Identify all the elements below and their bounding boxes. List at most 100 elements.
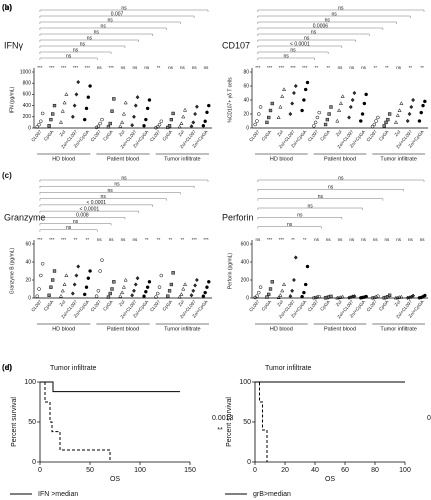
y-tick-label: 1000 bbox=[20, 69, 31, 75]
significance: ns bbox=[168, 65, 174, 70]
significance: *** bbox=[49, 237, 55, 242]
comparison-bracket bbox=[39, 45, 126, 48]
x-tick-label: Zol bbox=[177, 299, 185, 307]
data-point bbox=[130, 293, 135, 298]
data-point bbox=[52, 269, 57, 273]
data-point bbox=[372, 122, 377, 127]
data-point bbox=[352, 294, 357, 299]
significance: ns bbox=[109, 237, 115, 242]
survival-curve bbox=[40, 381, 111, 462]
significance: ns bbox=[121, 65, 127, 70]
comparison-bracket bbox=[39, 185, 195, 189]
data-point bbox=[189, 293, 194, 298]
comparison-label: ns bbox=[73, 47, 79, 53]
comparison-label: 0.0006 bbox=[313, 23, 329, 29]
comparison-bracket bbox=[257, 9, 425, 12]
data-point bbox=[84, 106, 89, 111]
data-point bbox=[399, 294, 404, 299]
data-point bbox=[335, 118, 340, 123]
data-point bbox=[407, 111, 412, 117]
y-tick-label: 40 bbox=[243, 97, 249, 103]
data-point bbox=[135, 95, 140, 100]
x-tick-label: Zol bbox=[118, 299, 126, 307]
comparison-bracket bbox=[257, 15, 411, 18]
data-point bbox=[370, 124, 375, 129]
data-point bbox=[315, 115, 320, 120]
legend-label: grB>median bbox=[253, 491, 291, 498]
data-point bbox=[270, 280, 274, 284]
significance: ns bbox=[396, 237, 402, 242]
y-tick-label: 60 bbox=[25, 241, 31, 247]
data-point bbox=[100, 117, 104, 122]
data-point bbox=[278, 104, 283, 109]
data-point bbox=[96, 289, 101, 293]
significance: ** bbox=[409, 65, 413, 70]
comparison-bracket bbox=[39, 57, 98, 60]
comparison-label: ns bbox=[101, 194, 107, 200]
x-tick-label: CL097 bbox=[30, 299, 43, 313]
significance: ns bbox=[314, 237, 320, 242]
data-point bbox=[397, 108, 402, 112]
survival-curve bbox=[40, 381, 180, 393]
comparison-bracket bbox=[257, 207, 363, 210]
legend-label: IFN >median bbox=[38, 491, 78, 498]
group-label: Tumor infiltrate bbox=[164, 326, 200, 332]
comparison-bracket bbox=[39, 39, 140, 42]
data-point bbox=[166, 125, 170, 130]
data-point bbox=[70, 291, 75, 296]
data-point bbox=[417, 119, 422, 123]
data-point bbox=[94, 125, 99, 130]
data-point bbox=[62, 282, 67, 286]
comparison-label: ns bbox=[328, 185, 334, 191]
data-point bbox=[255, 119, 259, 123]
data-point bbox=[317, 110, 321, 115]
data-point bbox=[399, 101, 404, 105]
data-point bbox=[300, 294, 304, 299]
significance: ** bbox=[217, 427, 223, 434]
data-point bbox=[421, 103, 425, 108]
significance: *** bbox=[49, 65, 55, 70]
comparison-bracket bbox=[257, 33, 370, 36]
comparison-label: ns bbox=[66, 225, 72, 231]
data-point bbox=[167, 289, 172, 293]
comparison-bracket bbox=[39, 21, 181, 24]
data-point bbox=[121, 111, 126, 116]
significance: *** bbox=[109, 65, 115, 70]
data-point bbox=[257, 290, 261, 295]
data-point bbox=[154, 125, 158, 130]
data-point bbox=[110, 109, 114, 113]
data-point bbox=[169, 117, 174, 122]
data-point bbox=[337, 108, 342, 112]
data-point bbox=[47, 124, 51, 128]
x-tick-label: CpGA bbox=[43, 299, 55, 312]
significance: ns bbox=[349, 237, 355, 242]
data-point bbox=[96, 124, 101, 129]
comparison-label: ns bbox=[284, 53, 290, 59]
comparison-bracket bbox=[39, 192, 181, 195]
significance: ** bbox=[327, 65, 331, 70]
x-tick-label: CpGA bbox=[161, 299, 173, 312]
data-point bbox=[393, 120, 398, 124]
comparison-label: ns bbox=[318, 194, 324, 200]
data-point bbox=[265, 295, 269, 299]
x-tick-label: CpGA bbox=[378, 299, 390, 312]
data-point bbox=[327, 112, 331, 116]
y-tick-label: 0 bbox=[246, 295, 249, 301]
data-point bbox=[86, 95, 91, 99]
significance: *** bbox=[279, 237, 285, 242]
comparison-label: < 0.0001 bbox=[290, 41, 310, 47]
data-point bbox=[290, 101, 295, 106]
y-tick-label: 20 bbox=[25, 277, 31, 283]
data-point bbox=[300, 108, 304, 113]
data-point bbox=[183, 282, 188, 286]
comparison-bracket bbox=[39, 217, 126, 220]
y-tick-label: 80 bbox=[243, 69, 249, 75]
data-point bbox=[313, 120, 318, 125]
x-tick-label: CL097 bbox=[149, 129, 162, 143]
data-point bbox=[370, 296, 375, 300]
data-point bbox=[133, 103, 138, 108]
data-point bbox=[203, 119, 207, 124]
data-point bbox=[76, 79, 81, 85]
comparison-label: ns bbox=[311, 29, 317, 35]
